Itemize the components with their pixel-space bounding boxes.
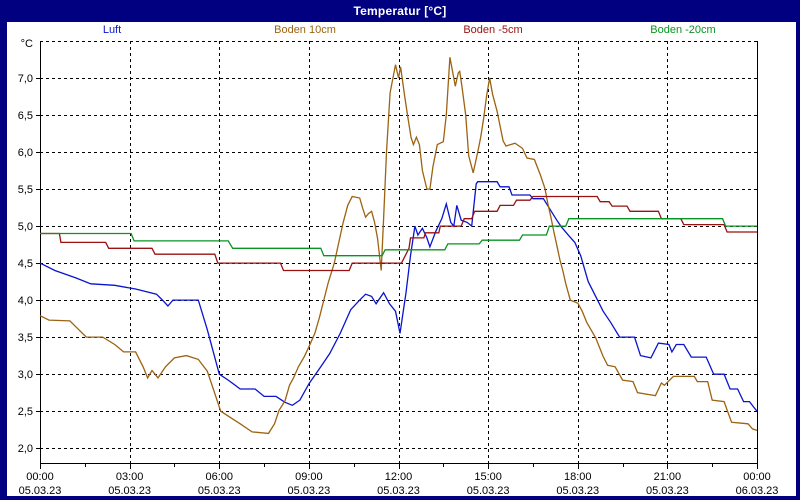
svg-text:15:00: 15:00 — [474, 471, 502, 483]
legend-item-boden-5cm: Boden -5cm — [463, 24, 523, 36]
legend-item-boden-10cm: Boden 10cm — [274, 24, 336, 36]
svg-text:12:00: 12:00 — [385, 471, 413, 483]
svg-text:05.03.23: 05.03.23 — [198, 485, 241, 496]
svg-text:05.03.23: 05.03.23 — [108, 485, 151, 496]
svg-text:05.03.23: 05.03.23 — [556, 485, 599, 496]
svg-text:00:00: 00:00 — [26, 471, 54, 483]
svg-text:4,5: 4,5 — [18, 258, 33, 270]
svg-text:2,5: 2,5 — [18, 406, 33, 418]
svg-text:5,5: 5,5 — [18, 184, 33, 196]
svg-text:2,0: 2,0 — [18, 443, 33, 455]
svg-text:05.03.23: 05.03.23 — [19, 485, 62, 496]
svg-text:3,0: 3,0 — [18, 369, 33, 381]
svg-text:5,0: 5,0 — [18, 221, 33, 233]
svg-text:3,5: 3,5 — [18, 332, 33, 344]
chart-panel: Luft Boden 10cm Boden -5cm Boden -20cm 7,0 6… — [7, 22, 796, 496]
svg-text:6,5: 6,5 — [18, 110, 33, 122]
svg-text:00:00: 00:00 — [743, 471, 771, 483]
chart-title: Temperatur [°C] — [353, 4, 447, 18]
svg-text:09:00: 09:00 — [295, 471, 323, 483]
svg-text:°C: °C — [21, 38, 33, 50]
svg-text:18:00: 18:00 — [564, 471, 592, 483]
temperature-plot: 7,0 6,5 6,0 5,5 5,0 4,5 4,0 3,5 3,0 2,5 2,0 °C 00:00… — [18, 38, 779, 496]
svg-text:7,0: 7,0 — [18, 73, 33, 85]
title-bar: Temperatur [°C] — [0, 0, 800, 22]
svg-text:03:00: 03:00 — [116, 471, 144, 483]
svg-text:05.03.23: 05.03.23 — [467, 485, 510, 496]
svg-text:21:00: 21:00 — [654, 471, 682, 483]
chart-legend: Luft Boden 10cm Boden -5cm Boden -20cm — [7, 24, 796, 39]
legend-item-boden-20cm: Boden -20cm — [650, 24, 716, 36]
svg-text:05.03.23: 05.03.23 — [377, 485, 420, 496]
svg-text:05.03.23: 05.03.23 — [287, 485, 330, 496]
svg-text:05.03.23: 05.03.23 — [646, 485, 689, 496]
svg-text:6,0: 6,0 — [18, 147, 33, 159]
svg-text:4,0: 4,0 — [18, 295, 33, 307]
svg-text:06:00: 06:00 — [205, 471, 233, 483]
legend-item-luft: Luft — [102, 24, 122, 36]
svg-text:06.03.23: 06.03.23 — [736, 485, 779, 496]
